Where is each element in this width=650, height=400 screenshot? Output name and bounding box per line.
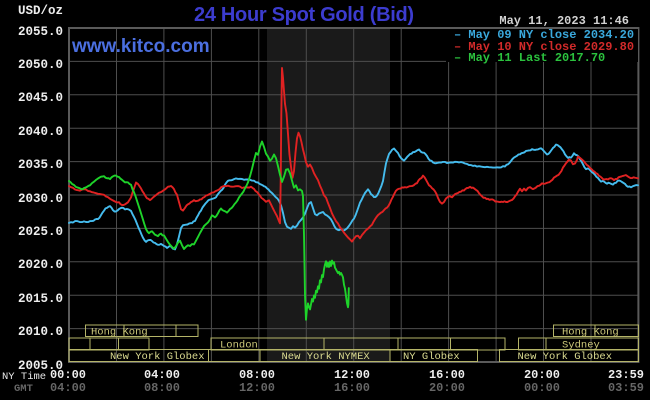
svg-text:New York Globex: New York Globex	[110, 351, 205, 363]
svg-text:Hong Kong: Hong Kong	[562, 327, 619, 339]
svg-text:NY Globex: NY Globex	[403, 351, 460, 363]
svg-text:New York Globex: New York Globex	[518, 351, 613, 363]
svg-text:Sydney: Sydney	[562, 340, 600, 352]
svg-text:New York NYMEX: New York NYMEX	[282, 351, 371, 363]
svg-text:London: London	[220, 340, 258, 352]
svg-text:Hong Kong: Hong Kong	[91, 327, 148, 339]
